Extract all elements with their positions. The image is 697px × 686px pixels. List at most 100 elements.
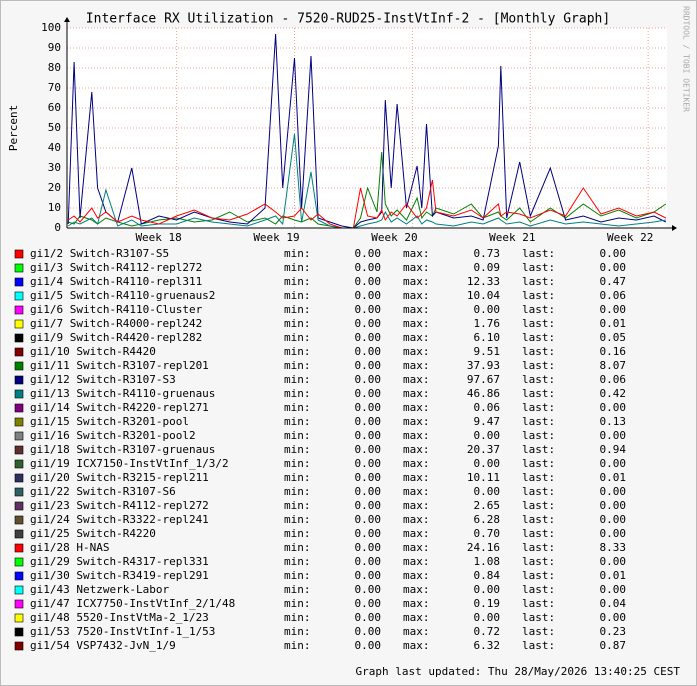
stat-label: last:: [522, 247, 555, 260]
stat-label: last:: [522, 527, 555, 540]
stat-value: 0.00: [355, 261, 382, 274]
stat-value: 8.07: [600, 359, 627, 372]
y-tick-label: 90: [48, 41, 61, 54]
stat-value: 0.00: [600, 429, 627, 442]
legend-swatch: [14, 347, 24, 357]
stat-value: 0.00: [600, 513, 627, 526]
stat-value: 0.00: [355, 639, 382, 652]
stat-label: min:: [284, 499, 311, 512]
stat-label: min:: [284, 597, 311, 610]
y-tick-label: 50: [48, 121, 61, 134]
stat-label: min:: [284, 611, 311, 624]
stat-value: 46.86: [467, 387, 500, 400]
stat-label: min:: [284, 555, 311, 568]
stat-value: 0.00: [355, 443, 382, 456]
stat-label: max:: [403, 527, 430, 540]
stat-value: 0.00: [355, 583, 382, 596]
y-arrow: [64, 17, 70, 22]
stat-value: 0.13: [600, 415, 627, 428]
legend-name: gi1/43 Netzwerk-Labor: [30, 583, 169, 596]
stat-label: last:: [522, 555, 555, 568]
stat-value: 10.04: [467, 289, 500, 302]
stat-label: max:: [403, 401, 430, 414]
legend-swatch: [14, 585, 24, 595]
stat-label: last:: [522, 471, 555, 484]
series-line: [68, 151, 667, 229]
stat-label: max:: [403, 429, 430, 442]
legend-name: gi1/3 Switch-R4112-repl272: [30, 261, 202, 274]
stat-label: last:: [522, 541, 555, 554]
stat-label: last:: [522, 639, 555, 652]
stat-value: 0.73: [474, 247, 501, 260]
stat-label: min:: [284, 373, 311, 386]
stat-label: last:: [522, 387, 555, 400]
stat-label: min:: [284, 583, 311, 596]
stat-label: max:: [403, 443, 430, 456]
legend-name: gi1/5 Switch-R4110-gruenaus2: [30, 289, 215, 302]
legend-swatch: [14, 529, 24, 539]
stat-value: 0.23: [600, 625, 627, 638]
legend-swatch: [14, 571, 24, 581]
stat-label: last:: [522, 513, 555, 526]
stat-label: min:: [284, 415, 311, 428]
stat-label: last:: [522, 289, 555, 302]
legend-name: gi1/25 Switch-R4220: [30, 527, 156, 540]
stat-value: 0.00: [600, 261, 627, 274]
stat-label: max:: [403, 275, 430, 288]
stat-label: min:: [284, 289, 311, 302]
stat-value: 0.06: [474, 401, 501, 414]
stat-value: 0.00: [355, 275, 382, 288]
legend-swatch: [14, 515, 24, 525]
stat-value: 0.00: [355, 611, 382, 624]
stat-value: 0.00: [355, 527, 382, 540]
legend-swatch: [14, 403, 24, 413]
legend-name: gi1/28 H-NAS: [30, 541, 109, 554]
x-tick-label: Week 22: [607, 231, 653, 244]
stat-value: 0.00: [600, 583, 627, 596]
legend-swatch: [14, 459, 24, 469]
stat-value: 0.00: [355, 625, 382, 638]
stat-label: max:: [403, 555, 430, 568]
legend-swatch: [14, 473, 24, 483]
stat-value: 0.00: [355, 373, 382, 386]
stat-label: min:: [284, 261, 311, 274]
stat-label: min:: [284, 485, 311, 498]
stat-value: 6.10: [474, 331, 501, 344]
stat-label: max:: [403, 639, 430, 652]
legend-name: gi1/23 Switch-R4112-repl272: [30, 499, 209, 512]
stat-label: max:: [403, 569, 430, 582]
legend-name: gi1/48 5520-InstVtMa-2_1/23: [30, 611, 209, 624]
legend: gi1/2 Switch-R3107-S5 min: 0.00 max: 0.73 las…: [14, 247, 627, 652]
legend-swatch: [14, 543, 24, 553]
stat-value: 24.16: [467, 541, 500, 554]
stat-value: 0.70: [474, 527, 501, 540]
stat-value: 0.00: [600, 485, 627, 498]
stat-value: 0.00: [355, 485, 382, 498]
series-line: [67, 33, 667, 229]
stat-label: last:: [522, 457, 555, 470]
stat-value: 0.00: [355, 457, 382, 470]
legend-swatch: [14, 249, 24, 259]
axes: [64, 17, 677, 231]
stat-label: last:: [522, 359, 555, 372]
stat-label: max:: [403, 415, 430, 428]
stat-label: min:: [284, 527, 311, 540]
stat-value: 20.37: [467, 443, 500, 456]
stat-value: 0.00: [474, 429, 501, 442]
stat-value: 0.06: [600, 373, 627, 386]
stat-label: min:: [284, 471, 311, 484]
stat-value: 9.51: [474, 345, 501, 358]
stat-value: 0.00: [600, 401, 627, 414]
stat-label: max:: [403, 597, 430, 610]
stat-value: 0.00: [474, 457, 501, 470]
legend-name: gi1/19 ICX7150-InstVtInf_1/3/2: [30, 457, 229, 470]
stat-value: 0.00: [355, 345, 382, 358]
legend-name: gi1/12 Switch-R3107-S3: [30, 373, 176, 386]
y-tick-label: 40: [48, 141, 61, 154]
stat-value: 6.32: [474, 639, 501, 652]
stat-label: max:: [403, 373, 430, 386]
stat-label: max:: [403, 247, 430, 260]
y-tick-label: 30: [48, 161, 61, 174]
legend-name: gi1/14 Switch-R4220-repl271: [30, 401, 209, 414]
